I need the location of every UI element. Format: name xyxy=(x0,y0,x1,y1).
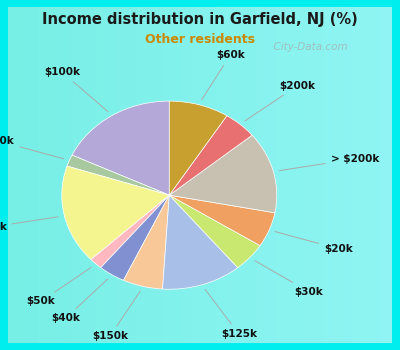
Text: $50k: $50k xyxy=(26,267,91,307)
Text: $200k: $200k xyxy=(245,81,316,121)
Text: $40k: $40k xyxy=(51,279,108,323)
Text: $100k: $100k xyxy=(44,67,108,112)
Wedge shape xyxy=(169,116,252,195)
Text: Other residents: Other residents xyxy=(145,33,255,46)
Text: $150k: $150k xyxy=(92,291,140,341)
Wedge shape xyxy=(169,101,227,195)
Text: $125k: $125k xyxy=(205,289,257,339)
Text: > $200k: > $200k xyxy=(279,154,379,171)
Text: $60k: $60k xyxy=(202,50,244,100)
Text: $10k: $10k xyxy=(0,136,64,159)
Wedge shape xyxy=(169,195,260,268)
Text: $75k: $75k xyxy=(0,217,58,232)
Wedge shape xyxy=(162,195,238,289)
Wedge shape xyxy=(101,195,169,280)
Wedge shape xyxy=(169,135,277,213)
Wedge shape xyxy=(72,101,169,195)
Text: $30k: $30k xyxy=(255,261,323,296)
Wedge shape xyxy=(91,195,169,268)
Text: $20k: $20k xyxy=(275,232,353,254)
Text: City-Data.com: City-Data.com xyxy=(267,42,348,52)
Wedge shape xyxy=(62,166,169,260)
Wedge shape xyxy=(124,195,169,289)
Wedge shape xyxy=(169,195,275,246)
Wedge shape xyxy=(67,155,169,195)
Text: Income distribution in Garfield, NJ (%): Income distribution in Garfield, NJ (%) xyxy=(42,12,358,27)
